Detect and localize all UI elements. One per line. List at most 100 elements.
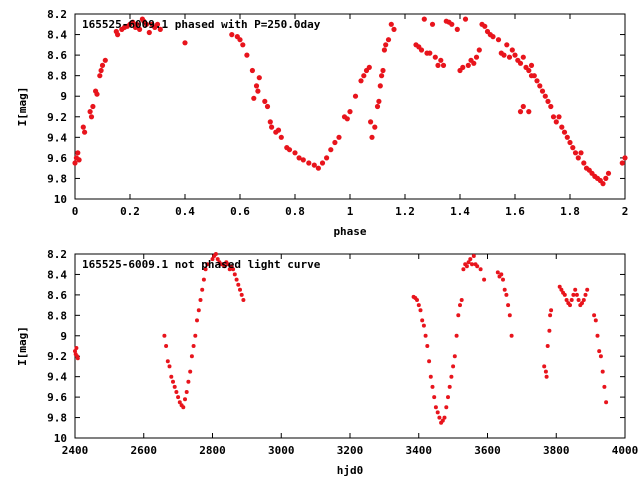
data-point	[578, 150, 584, 156]
data-point	[380, 67, 386, 74]
data-point	[605, 170, 612, 176]
data-point	[575, 155, 581, 161]
data-point	[461, 267, 466, 272]
data-point	[542, 364, 547, 369]
data-point	[423, 333, 428, 338]
data-point	[143, 21, 150, 27]
data-point	[499, 272, 504, 277]
x-tick-label: 0	[72, 205, 79, 218]
data-point	[550, 114, 557, 120]
data-point	[315, 165, 321, 171]
data-point	[459, 298, 464, 302]
data-point	[504, 42, 510, 48]
chart-panel-1: 0 0.2 0.4 0.6 0.8 1 1.2 1.4 1.6 1.8 2 8.2 8.4 8.6 8.8 9…	[16, 8, 628, 238]
data-point	[236, 282, 241, 287]
data-point	[561, 129, 568, 135]
data-point	[366, 64, 372, 70]
data-point	[255, 88, 261, 94]
data-point	[177, 400, 182, 405]
data-point	[452, 354, 457, 359]
data-point	[227, 267, 232, 272]
x-tick-label: 0.8	[285, 205, 305, 218]
data-point	[311, 162, 317, 168]
data-point	[562, 292, 567, 297]
data-point	[347, 109, 353, 115]
data-point	[506, 303, 511, 308]
data-point	[368, 119, 374, 125]
data-point	[547, 328, 552, 333]
data-point	[134, 21, 140, 27]
data-point	[569, 298, 574, 302]
data-point	[240, 42, 246, 48]
data-point	[171, 379, 175, 384]
data-point	[244, 52, 250, 58]
data-point	[418, 308, 423, 313]
data-point	[167, 364, 172, 369]
data-point	[391, 26, 397, 32]
data-point	[300, 157, 306, 163]
data-point	[383, 42, 389, 48]
data-point	[269, 124, 275, 130]
y-tick-label: 8.2	[47, 8, 67, 21]
data-point	[186, 379, 191, 384]
data-point	[440, 418, 445, 423]
data-point	[416, 303, 421, 308]
data-point	[502, 287, 507, 292]
data-point	[256, 75, 262, 81]
data-point	[435, 410, 440, 415]
data-point	[528, 73, 535, 79]
chart-panel-2: 2400 2600 2800 3000 3200 3400 3600 3800 4000 8.2 8…	[16, 248, 638, 477]
data-point	[432, 395, 437, 400]
data-point	[528, 62, 535, 68]
data-point	[430, 384, 435, 389]
data-point	[545, 98, 551, 104]
data-point	[507, 313, 512, 318]
data-point	[603, 175, 609, 181]
data-point	[137, 26, 143, 32]
x-tick-label: 3600	[474, 444, 501, 457]
data-point	[570, 145, 576, 151]
y-tick-label: 8.4	[47, 29, 67, 42]
data-point	[549, 308, 554, 313]
data-point	[444, 405, 449, 410]
data-point	[473, 54, 480, 60]
data-point	[438, 57, 444, 63]
data-point	[195, 318, 199, 323]
data-point	[324, 155, 330, 161]
data-point	[388, 21, 394, 27]
data-point	[512, 52, 518, 58]
data-point	[275, 127, 282, 133]
data-point	[352, 93, 359, 99]
data-point	[571, 292, 576, 297]
data-point	[559, 287, 564, 292]
data-point	[231, 267, 236, 272]
data-point	[440, 62, 447, 68]
data-point	[517, 60, 524, 66]
data-point	[232, 272, 237, 277]
data-point	[567, 139, 573, 146]
data-point	[336, 134, 342, 140]
data-point	[447, 384, 452, 389]
y-tick-label: 8.4	[47, 268, 67, 281]
data-point	[115, 31, 121, 38]
data-point	[73, 349, 77, 354]
data-point	[381, 47, 387, 53]
data-point	[377, 83, 383, 89]
data-point	[559, 124, 565, 130]
data-point	[548, 103, 554, 110]
data-point	[421, 16, 427, 22]
data-point	[358, 78, 364, 84]
plot-frame	[74, 13, 626, 200]
data-point	[526, 67, 532, 74]
chart-title: 165525-6009.1 phased with P=250.0day	[82, 18, 321, 31]
y-tick-label: 9.2	[47, 111, 67, 124]
data-point	[286, 147, 293, 153]
data-point	[435, 62, 441, 68]
data-point	[544, 374, 549, 379]
data-point	[80, 124, 86, 130]
data-point	[600, 181, 606, 187]
y-tick-label: 9.4	[47, 371, 67, 384]
data-point	[292, 150, 298, 156]
data-point	[442, 415, 447, 420]
data-point	[191, 344, 196, 348]
